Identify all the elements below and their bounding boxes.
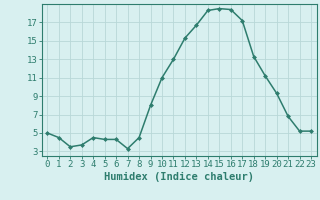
X-axis label: Humidex (Indice chaleur): Humidex (Indice chaleur)	[104, 172, 254, 182]
